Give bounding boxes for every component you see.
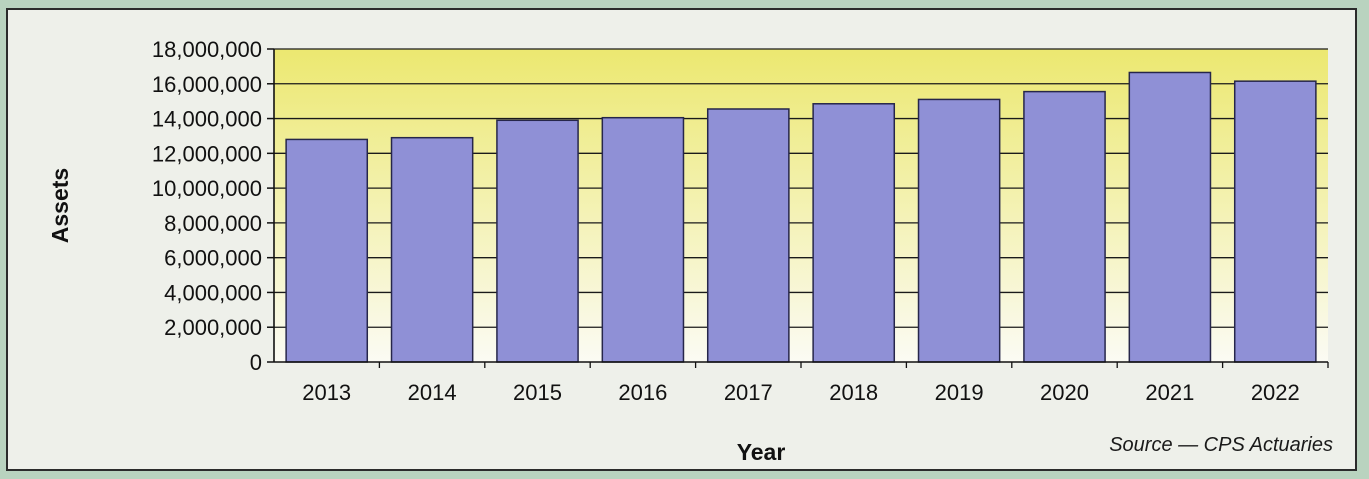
- bar-chart: 0 2,000,000 4,000,000 6,000,000 8,000,000 10,…: [47, 37, 1329, 465]
- x-tick-label: 2014: [408, 380, 457, 405]
- y-tick-label: 6,000,000: [164, 246, 262, 271]
- x-tick-labels: 2013 2014 2015 2016 2017 2018 2019 2020 2021 2022: [302, 380, 1300, 405]
- bar-2018: [812, 103, 896, 363]
- bars: [285, 71, 1317, 363]
- y-tick-labels: 0 2,000,000 4,000,000 6,000,000 8,000,000 10,…: [152, 37, 262, 375]
- bar-2014: [390, 136, 474, 363]
- x-axis-title: Year: [737, 439, 786, 465]
- x-tick-label: 2021: [1145, 380, 1194, 405]
- x-tick-label: 2013: [302, 380, 351, 405]
- x-tick-label: 2015: [513, 380, 562, 405]
- x-tick-label: 2019: [935, 380, 984, 405]
- bar-2015: [496, 119, 579, 363]
- x-tick-label: 2016: [618, 380, 667, 405]
- y-tick-label: 12,000,000: [152, 141, 262, 166]
- bar-2013: [285, 138, 369, 363]
- y-axis-title: Assets: [47, 168, 73, 243]
- bar-2020: [1023, 90, 1106, 363]
- x-tick-label: 2022: [1251, 380, 1300, 405]
- y-tick-label: 16,000,000: [152, 72, 262, 97]
- source-note: Source — CPS Actuaries: [1109, 434, 1333, 456]
- axes: [267, 48, 1329, 368]
- bar-2021: [1128, 71, 1212, 363]
- x-tick-label: 2020: [1040, 380, 1089, 405]
- bar-2017: [706, 108, 790, 363]
- y-tick-label: 10,000,000: [152, 176, 262, 201]
- y-tick-label: 2,000,000: [164, 315, 262, 340]
- y-tick-label: 8,000,000: [164, 211, 262, 236]
- x-tick-label: 2017: [724, 380, 773, 405]
- chart-frame: 0 2,000,000 4,000,000 6,000,000 8,000,000 10,…: [6, 8, 1357, 471]
- bar-2019: [917, 98, 1001, 363]
- y-tick-label: 14,000,000: [152, 107, 262, 132]
- y-tick-label: 18,000,000: [152, 37, 262, 62]
- y-tick-label: 0: [250, 350, 262, 375]
- y-tick-label: 4,000,000: [164, 280, 262, 305]
- bar-2016: [601, 116, 685, 363]
- x-tick-label: 2018: [829, 380, 878, 405]
- bar-2022: [1233, 80, 1317, 363]
